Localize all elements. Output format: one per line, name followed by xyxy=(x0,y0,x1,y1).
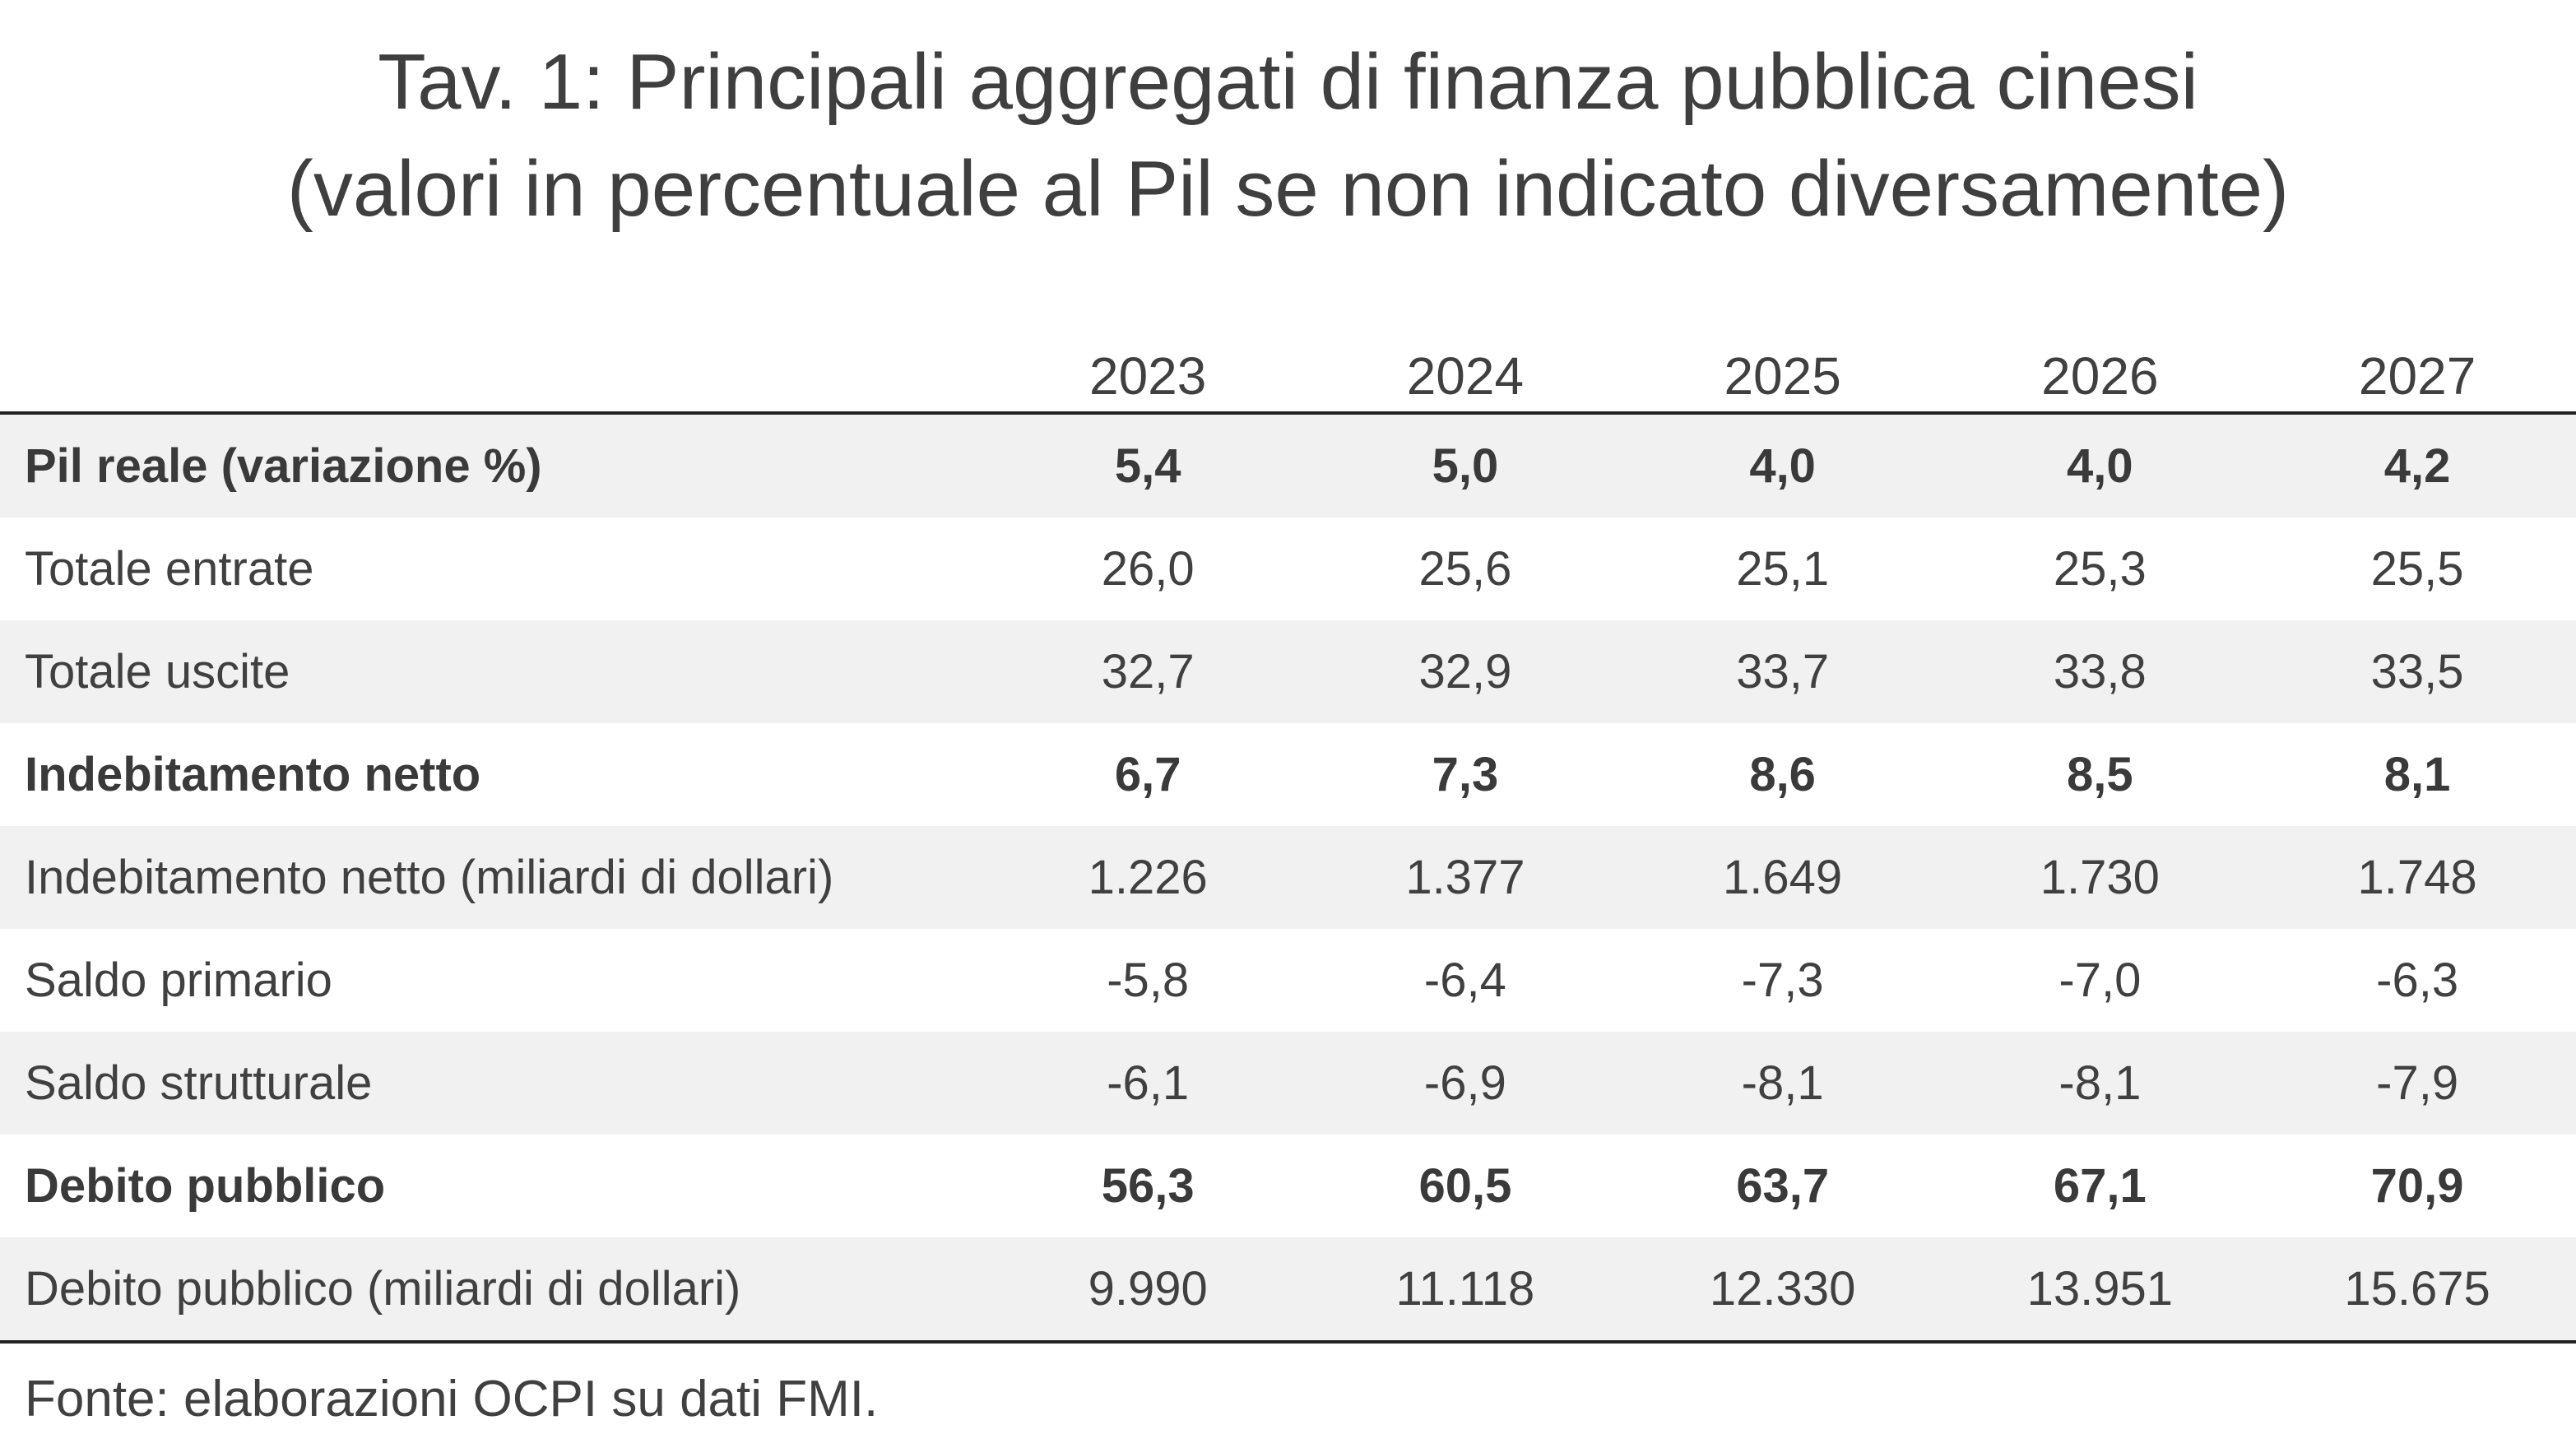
value-cell-2027: -6,3 xyxy=(2376,954,2459,1007)
value-cell-2027: 8,1 xyxy=(2383,748,2451,801)
value-cell-2024: 25,6 xyxy=(1418,542,1512,596)
row-label: Totale uscite xyxy=(0,620,990,723)
table-title: Tav. 1: Principali aggregati di finanza … xyxy=(378,38,2198,126)
table-header: 2023 2024 2025 2026 2027 xyxy=(0,319,2576,415)
value-cell-2027: 25,5 xyxy=(2370,542,2464,596)
value-cell-2025: 63,7 xyxy=(1736,1159,1830,1213)
value-cell-2023: 6,7 xyxy=(1114,748,1181,801)
value-cell-2023: 5,4 xyxy=(989,413,1307,517)
value-cell-2025: 4,0 xyxy=(1623,413,1942,517)
value-cell-2023: 1.226 xyxy=(989,826,1307,929)
value-cell-2027: 33,5 xyxy=(2258,620,2576,723)
value-cell-2024: -6,4 xyxy=(1423,954,1506,1007)
value-cell-2024: 32,9 xyxy=(1307,620,1624,723)
header-label-cell xyxy=(0,319,990,415)
value-cell-2023: 26,0 xyxy=(1101,542,1195,596)
header-row: 2023 2024 2025 2026 2027 xyxy=(0,319,2576,415)
value-cell-2025: -7,3 xyxy=(1741,954,1824,1007)
value-cell-2026: 13.951 xyxy=(1941,1237,2259,1344)
row-label: Indebitamento netto xyxy=(25,748,481,801)
table-row: Debito pubblico 56,3 60,5 63,7 67,1 70,9 xyxy=(0,1135,2576,1237)
value-cell-2024: -6,9 xyxy=(1307,1032,1624,1135)
row-label: Pil reale (variazione %) xyxy=(0,413,990,517)
table-row: Debito pubblico (miliardi di dollari) 9.9… xyxy=(0,1237,2576,1344)
row-label: Totale entrate xyxy=(25,542,314,596)
value-cell-2026: 33,8 xyxy=(1941,620,2259,723)
value-cell-2027: -7,9 xyxy=(2258,1032,2576,1135)
value-cell-2027: 4,2 xyxy=(2258,413,2576,517)
column-header-2027: 2027 xyxy=(2258,319,2576,415)
row-label: Debito pubblico xyxy=(25,1159,386,1213)
value-cell-2024: 1.377 xyxy=(1307,826,1624,929)
value-cell-2023: 56,3 xyxy=(1101,1159,1195,1213)
value-cell-2024: 5,0 xyxy=(1307,413,1624,517)
value-cell-2026: 8,5 xyxy=(2067,748,2133,801)
table-row: Indebitamento netto (miliardi di dollari… xyxy=(0,826,2576,929)
row-label: Indebitamento netto (miliardi di dollari… xyxy=(0,826,990,929)
value-cell-2026: 25,3 xyxy=(2053,542,2147,596)
value-cell-2023: -5,8 xyxy=(1107,954,1190,1007)
column-header-2023: 2023 xyxy=(989,319,1307,415)
column-header-2024: 2024 xyxy=(1307,319,1624,415)
value-cell-2025: 25,1 xyxy=(1736,542,1830,596)
title-block: Tav. 1: Principali aggregati di finanza … xyxy=(0,33,2576,247)
row-label: Saldo primario xyxy=(25,954,332,1007)
source-note: Fonte: elaborazioni OCPI su dati FMI. xyxy=(25,1371,879,1427)
row-label: Saldo strutturale xyxy=(0,1032,990,1135)
value-cell-2023: 9.990 xyxy=(989,1237,1307,1344)
table-row: Pil reale (variazione %) 5,4 5,0 4,0 4,0 4,2 xyxy=(0,413,2576,517)
value-cell-2025: -8,1 xyxy=(1623,1032,1942,1135)
column-header-2025: 2025 xyxy=(1623,319,1942,415)
value-cell-2025: 1.649 xyxy=(1623,826,1942,929)
value-cell-2024: 60,5 xyxy=(1418,1159,1512,1213)
value-cell-2027: 15.675 xyxy=(2258,1237,2576,1344)
value-cell-2026: -7,0 xyxy=(2058,954,2142,1007)
table-row: Indebitamento netto 6,7 7,3 8,6 8,5 8,1 xyxy=(0,723,2576,826)
value-cell-2027: 1.748 xyxy=(2258,826,2576,929)
value-cell-2026: 4,0 xyxy=(1941,413,2259,517)
table-row: Totale uscite 32,7 32,9 33,7 33,8 33,5 xyxy=(0,620,2576,723)
value-cell-2024: 11.118 xyxy=(1307,1237,1624,1344)
value-cell-2025: 12.330 xyxy=(1623,1237,1942,1344)
value-cell-2026: -8,1 xyxy=(1941,1032,2259,1135)
value-cell-2023: -6,1 xyxy=(989,1032,1307,1135)
value-cell-2025: 33,7 xyxy=(1623,620,1942,723)
data-table: 2023 2024 2025 2026 2027 Pil reale (variazio… xyxy=(0,319,2576,1344)
value-cell-2027: 70,9 xyxy=(2370,1159,2464,1213)
value-cell-2023: 32,7 xyxy=(989,620,1307,723)
table-row: Saldo primario -5,8 -6,4 -7,3 -7,0 -6,3 xyxy=(0,929,2576,1032)
value-cell-2025: 8,6 xyxy=(1749,748,1816,801)
table-body: Pil reale (variazione %) 5,4 5,0 4,0 4,0 4,2 T… xyxy=(0,413,2576,1344)
column-header-2026: 2026 xyxy=(1941,319,2259,415)
table-row: Saldo strutturale -6,1 -6,9 -8,1 -8,1 -7,9 xyxy=(0,1032,2576,1135)
value-cell-2024: 7,3 xyxy=(1432,748,1499,801)
row-label: Debito pubblico (miliardi di dollari) xyxy=(0,1237,990,1344)
table-subtitle: (valori in percentuale al Pil se non ind… xyxy=(286,145,2290,233)
table-row: Totale entrate 26,0 25,6 25,1 25,3 25,5 xyxy=(0,517,2576,620)
value-cell-2026: 1.730 xyxy=(1941,826,2259,929)
value-cell-2026: 67,1 xyxy=(2053,1159,2147,1213)
